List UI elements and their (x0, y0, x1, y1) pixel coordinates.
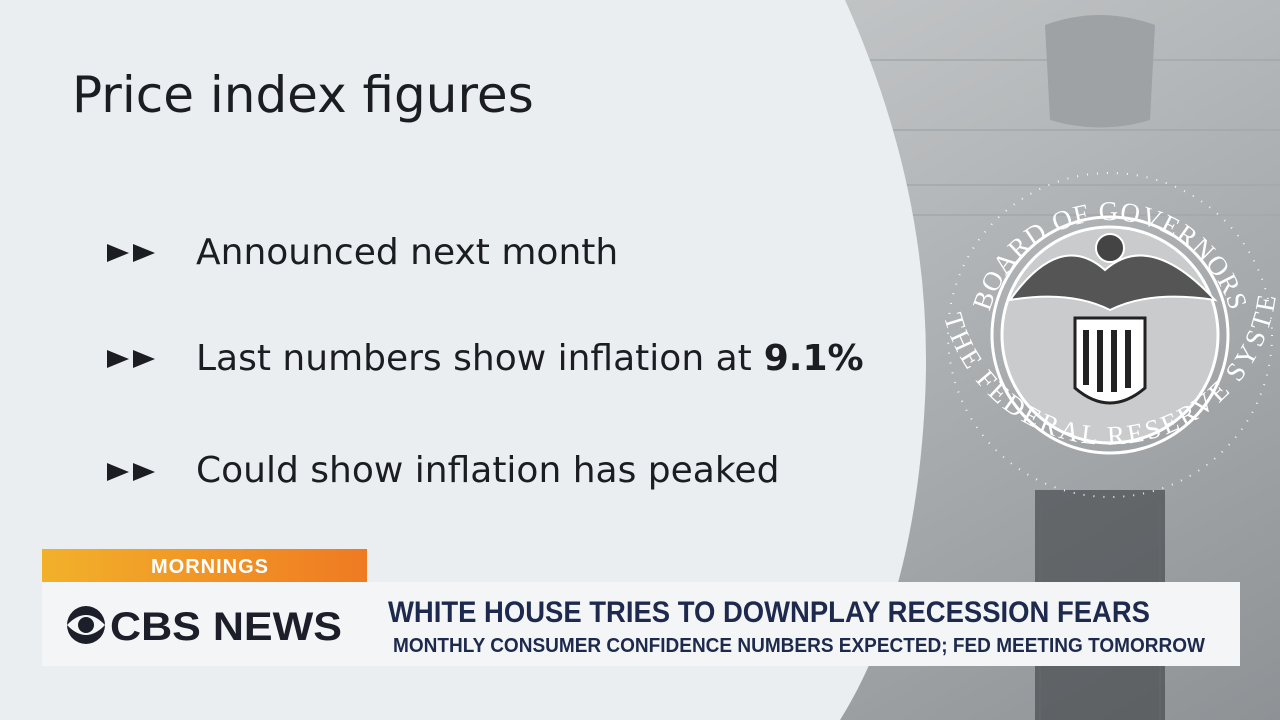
bullet-text: Announced next month (196, 232, 618, 273)
network-name: CBS NEWS (110, 605, 342, 649)
bullet: Announced next month (196, 232, 618, 273)
lower-third (42, 582, 1240, 666)
show-name: MORNINGS (151, 556, 269, 578)
headline: WHITE HOUSE TRIES TO DOWNPLAY RECESSION … (388, 596, 1150, 629)
bullet: Could show inflation has peaked (196, 450, 779, 491)
slide-panel (0, 0, 926, 720)
show-tag (42, 549, 367, 582)
bullet-highlight: 9.1% (764, 338, 864, 379)
bullet: Last numbers show inflation at 9.1% (196, 338, 864, 379)
bullet-arrows (107, 244, 155, 481)
bullet-text: Could show inflation has peaked (196, 450, 779, 491)
slide-title: Price index figures (72, 66, 534, 124)
cbs-eye (67, 606, 105, 644)
bullet-text: Last numbers show inflation at (196, 338, 752, 379)
subhead: MONTHLY CONSUMER CONFIDENCE NUMBERS EXPE… (393, 635, 1205, 657)
eagle-statue (1045, 15, 1155, 128)
